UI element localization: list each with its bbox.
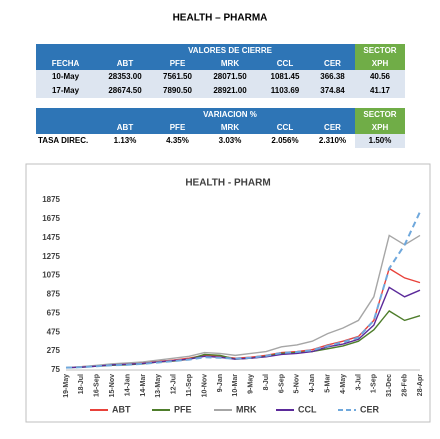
y-tick-label: 875	[47, 290, 61, 299]
series-line	[65, 234, 421, 369]
x-tick-label: 12-Jul	[171, 374, 178, 394]
column-header: FECHA	[52, 59, 80, 68]
cell: 41.17	[370, 86, 391, 95]
chart-title: HEALTH - PHARM	[185, 178, 270, 189]
x-tick-label: 4-May	[340, 374, 347, 394]
x-tick-label: 9-May	[248, 374, 255, 394]
column-header: CCL	[277, 59, 294, 68]
cell: 28674.50	[108, 86, 142, 95]
column-header: MRK	[221, 59, 239, 68]
group-header: VARIACION %	[203, 110, 257, 119]
x-tick-label: 31-Dec	[386, 374, 393, 397]
legend-label: PFE	[174, 404, 192, 414]
series-line	[65, 286, 421, 369]
cell: 40.56	[370, 72, 391, 81]
x-tick-label: 16-Sep	[94, 374, 101, 397]
xph-cell	[355, 84, 405, 98]
cell: 2.056%	[271, 136, 298, 145]
cell: 2.310%	[319, 136, 346, 145]
cell: 10-May	[52, 72, 80, 81]
x-tick-label: 28-Apr	[417, 374, 424, 396]
cell: 1.50%	[369, 136, 392, 145]
x-tick-label: 14-Mar	[140, 374, 147, 397]
legend-label: ABT	[112, 404, 131, 414]
sector-header: SECTOR	[363, 46, 396, 55]
x-tick-label: 6-Sep	[278, 374, 285, 393]
x-tick-label: 5-Nov	[294, 374, 301, 394]
y-tick-label: 1675	[42, 214, 60, 223]
cell: 4.35%	[166, 136, 189, 145]
x-tick-label: 9-Jan	[217, 374, 224, 392]
column-header: ABT	[117, 123, 134, 132]
column-header: CER	[324, 59, 341, 68]
xph-cell	[355, 70, 405, 84]
y-tick-label: 1475	[42, 233, 60, 242]
x-tick-label: 4-Jan	[309, 374, 316, 392]
x-tick-label: 15-Nov	[109, 374, 116, 397]
x-tick-label: 11-Sep	[186, 374, 193, 397]
x-tick-label: 13-May	[155, 374, 162, 398]
cell: 7890.50	[163, 86, 192, 95]
column-header: PFE	[170, 123, 186, 132]
y-tick-label: 1275	[42, 252, 60, 261]
column-header: PFE	[170, 59, 186, 68]
x-tick-label: 28-Feb	[401, 374, 408, 397]
x-tick-label: 5-Mar	[324, 374, 331, 393]
x-tick-label: 14-Jan	[124, 374, 131, 396]
y-tick-label: 675	[47, 308, 61, 317]
y-tick-label: 275	[47, 346, 61, 355]
column-header: CER	[324, 123, 341, 132]
cell: 3.03%	[219, 136, 242, 145]
chart-frame	[25, 163, 431, 423]
cell: 366.38	[320, 72, 345, 81]
legend-label: CER	[360, 404, 380, 414]
cell: TASA DIREC.	[38, 136, 88, 145]
group-header: VALORES DE CIERRE	[188, 46, 273, 55]
cell: 17-May	[52, 86, 80, 95]
row-band	[36, 134, 405, 148]
column-header: XPH	[372, 59, 389, 68]
sector-header: SECTOR	[363, 110, 396, 119]
x-tick-label: 10-Mar	[232, 374, 239, 397]
cell: 1103.69	[271, 86, 300, 95]
y-tick-label: 75	[51, 365, 60, 374]
column-header: MRK	[221, 123, 239, 132]
cell: 28353.00	[108, 72, 142, 81]
x-tick-label: 18-Jul	[78, 374, 85, 394]
legend-label: MRK	[236, 404, 257, 414]
column-header: CCL	[277, 123, 294, 132]
sector-band	[355, 108, 405, 134]
header-band	[36, 108, 355, 134]
cell: 28071.50	[213, 72, 247, 81]
x-tick-label: 10-Nov	[201, 374, 208, 397]
sector-band	[355, 44, 405, 70]
cell: 1.13%	[114, 136, 137, 145]
x-tick-label: 19-May	[63, 374, 70, 398]
header-band	[36, 44, 355, 70]
page-title: HEALTH – PHARMA	[173, 13, 268, 24]
cell: 1081.45	[271, 72, 300, 81]
x-tick-label: 1-Sep	[371, 374, 378, 393]
legend-label: CCL	[298, 404, 317, 414]
y-tick-label: 1075	[42, 271, 60, 280]
x-tick-label: 3-Jul	[355, 374, 362, 390]
cell: 7561.50	[163, 72, 192, 81]
column-header: XPH	[372, 123, 389, 132]
column-header: ABT	[117, 59, 134, 68]
y-tick-label: 1875	[42, 195, 60, 204]
cell: 28921.00	[213, 86, 247, 95]
row-band	[36, 70, 405, 84]
y-tick-label: 475	[47, 327, 61, 336]
row-band	[36, 84, 405, 98]
x-tick-label: 8-Jul	[263, 374, 270, 390]
xph-cell	[355, 134, 405, 148]
cell: 374.84	[320, 86, 345, 95]
